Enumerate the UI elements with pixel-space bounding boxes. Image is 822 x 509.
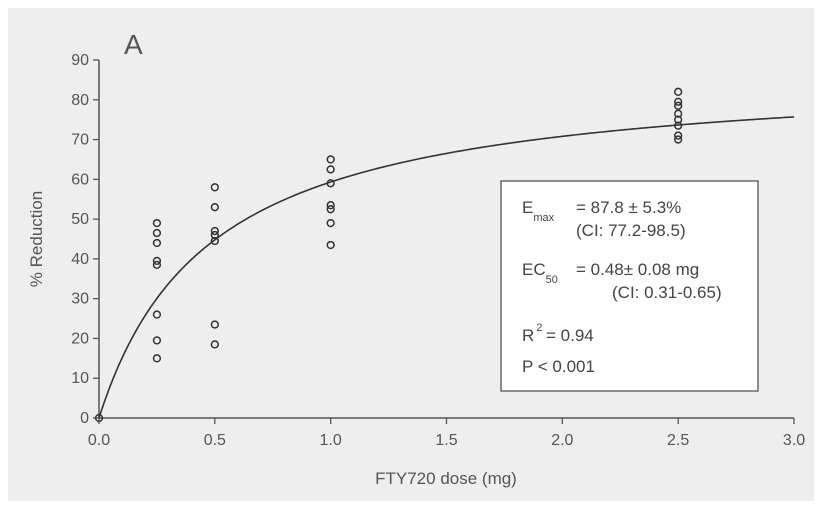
data-point	[154, 311, 161, 318]
data-point	[154, 220, 161, 227]
x-tick-label: 2.5	[667, 432, 689, 449]
emax-ci: (CI: 77.2-98.5)	[576, 221, 686, 240]
p-value: P < 0.001	[522, 357, 595, 376]
y-tick-label: 80	[71, 92, 89, 109]
y-tick-label: 50	[71, 211, 89, 228]
data-point	[327, 156, 334, 163]
y-tick-label: 60	[71, 171, 89, 188]
y-tick-label: 20	[71, 330, 89, 347]
stats-box: Emax = 87.8 ± 5.3% (CI: 77.2-98.5) EC50 …	[501, 181, 758, 391]
y-tick-label: 30	[71, 291, 89, 308]
data-point	[211, 321, 218, 328]
emax-value: = 87.8 ± 5.3%	[576, 198, 681, 217]
data-point	[327, 166, 334, 173]
data-point	[211, 184, 218, 191]
y-axis-label: % Reduction	[27, 191, 46, 287]
x-tick-label: 3.0	[783, 432, 805, 449]
data-point	[211, 204, 218, 211]
y-tick-label: 0	[80, 410, 89, 427]
x-tick-label: 2.0	[551, 432, 573, 449]
x-tick-label: 1.0	[320, 432, 342, 449]
data-point	[154, 240, 161, 247]
data-point	[154, 355, 161, 362]
x-axis-label: FTY720 dose (mg)	[375, 469, 517, 488]
chart-panel: A 0.0 0.5 1.0 1.5 2.0 2.5 3.0 0 10 20 30 40 50 60 70 80…	[8, 8, 814, 501]
data-point	[154, 230, 161, 237]
data-point	[675, 88, 682, 95]
y-tick-label: 70	[71, 132, 89, 149]
ec50-value: = 0.48± 0.08 mg	[576, 260, 699, 279]
ec50-ci: (CI: 0.31-0.65)	[612, 283, 722, 302]
x-tick-label: 0.0	[88, 432, 110, 449]
panel-label: A	[124, 29, 143, 60]
y-tick-label: 40	[71, 251, 89, 268]
y-tick-label: 90	[71, 52, 89, 69]
data-point	[327, 220, 334, 227]
x-tick-label: 1.5	[435, 432, 457, 449]
y-tick-label: 10	[71, 370, 89, 387]
data-point	[327, 242, 334, 249]
chart-svg: A 0.0 0.5 1.0 1.5 2.0 2.5 3.0 0 10 20 30 40 50 60 70 80…	[8, 8, 814, 501]
data-point	[154, 337, 161, 344]
data-point	[211, 341, 218, 348]
x-tick-label: 0.5	[204, 432, 226, 449]
r2-value: = 0.94	[546, 326, 594, 345]
